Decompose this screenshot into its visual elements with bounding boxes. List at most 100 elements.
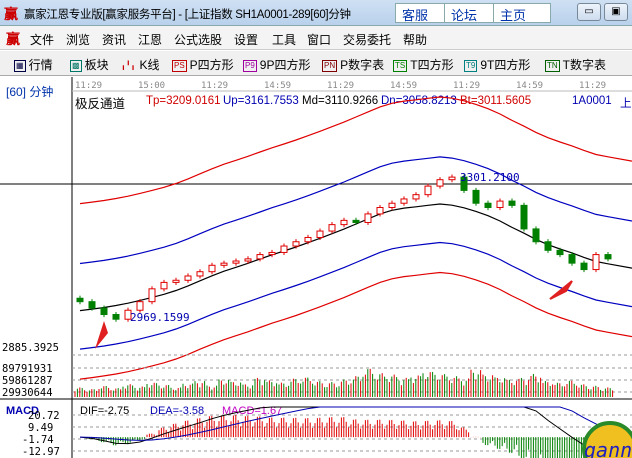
candle-body <box>148 288 156 303</box>
time-label: 14:59 <box>390 81 417 91</box>
candle-body <box>172 279 180 283</box>
candle-body <box>424 185 432 196</box>
t-number-table-label: T数字表 <box>562 58 607 72</box>
candle-body <box>268 251 276 256</box>
p-number-table-label: P数字表 <box>340 58 385 72</box>
candle-body <box>412 194 420 200</box>
candle-body <box>580 262 588 271</box>
t-square-button[interactable]: TS T四方形 <box>393 56 454 73</box>
candle-body <box>124 309 132 320</box>
time-label: 11:29 <box>579 81 606 91</box>
arrow-icon <box>549 280 573 300</box>
pn-icon: PN <box>322 60 338 72</box>
window-title: 赢家江恩专业版[赢家服务平台] - [上证指数 SH1A0001-289[60]… <box>24 9 351 21</box>
macd-tick: 20.72 <box>28 410 60 422</box>
title-bar: 赢 赢家江恩专业版[赢家服务平台] - [上证指数 SH1A0001-289[6… <box>0 0 632 26</box>
service-button[interactable]: 客服 <box>395 3 453 24</box>
9p-square-button[interactable]: P9 9P四方形 <box>243 56 310 73</box>
sectors-button[interactable]: ▩ 板块 <box>70 56 109 73</box>
app-logo-icon: 赢 <box>4 7 18 23</box>
up-band-line <box>79 156 632 265</box>
p9-icon: P9 <box>243 60 257 72</box>
ps-icon: PS <box>172 60 187 72</box>
p-square-button[interactable]: PS P四方形 <box>172 56 234 73</box>
p-square-label: P四方形 <box>189 58 234 72</box>
candle-body <box>196 271 204 277</box>
ts-icon: TS <box>393 60 408 72</box>
forum-button[interactable]: 论坛 <box>444 3 502 24</box>
menu-formula[interactable]: 公式选股 <box>174 33 223 47</box>
candle-body <box>220 262 228 266</box>
price-chart: 11:29 15:00 11:29 14:59 11:29 14:59 11:29 14:59… <box>0 77 632 458</box>
volume-tick: 29930644 <box>2 387 53 399</box>
9t-square-label: 9T四方形 <box>480 58 531 72</box>
candle-body <box>556 249 564 256</box>
candle-body <box>472 189 480 204</box>
menu-browse[interactable]: 浏览 <box>66 33 91 47</box>
candle-body <box>76 297 84 303</box>
candle-body <box>460 176 468 191</box>
chart-area[interactable]: [60] 分钟 极反通道 Tp=3209.0161 Up=3161.7553 M… <box>0 77 632 458</box>
up-value: Up=3161.7553 <box>223 95 299 107</box>
dn-value: Dn=3058.8213 <box>381 95 457 107</box>
blocks-icon: ▩ <box>70 60 82 72</box>
minimize-button[interactable]: ▭ <box>577 3 601 21</box>
candle-body <box>520 204 528 230</box>
md-value: Md=3110.9266 <box>302 95 379 107</box>
p-number-table-button[interactable]: PN P数字表 <box>322 56 384 73</box>
price-floor-label: 2885.3925 <box>2 342 59 354</box>
candle-body <box>304 236 312 243</box>
candle-body <box>160 281 168 290</box>
candle-body <box>328 224 336 232</box>
kline-button[interactable]: ╻╹╻ K线 <box>120 56 159 73</box>
candle-body <box>436 179 444 187</box>
dn-band-line <box>79 241 632 350</box>
candle-body <box>232 260 240 264</box>
macd-tick: 9.49 <box>28 422 53 434</box>
gann-logo-icon <box>582 421 632 458</box>
menu-trade[interactable]: 交易委托 <box>343 33 392 47</box>
menu-tools[interactable]: 工具 <box>272 33 297 47</box>
menu-settings[interactable]: 设置 <box>234 33 259 47</box>
candle-body <box>352 219 360 223</box>
restore-button[interactable]: ▣ <box>604 3 628 21</box>
candle-body <box>592 254 600 271</box>
macd-title: MACD <box>6 405 39 417</box>
period-label: [60] 分钟 <box>6 85 54 99</box>
menu-bar: 赢 文件 浏览 资讯 江恩 公式选股 设置 工具 窗口 交易委托 帮助 <box>0 26 632 50</box>
kline-label: K线 <box>139 58 160 72</box>
candle-body <box>604 254 612 260</box>
dea-line <box>79 406 609 441</box>
candle-body <box>496 200 504 209</box>
menu-file[interactable]: 文件 <box>30 33 55 47</box>
tn-icon: TN <box>545 60 560 72</box>
candle-body <box>112 314 120 320</box>
stock-code-suffix: 上 <box>620 98 632 110</box>
high-price-label: 3301.2100 <box>460 171 520 184</box>
tp-band-line <box>79 96 632 205</box>
toolbar: ▦ 行情 ▩ 板块 ╻╹╻ K线 PS P四方形 P9 9P四方形 PN P数字表 TS T四… <box>0 51 632 76</box>
menu-window[interactable]: 窗口 <box>307 33 332 47</box>
candle-body <box>244 258 252 262</box>
candle-body <box>316 230 324 238</box>
time-label: 11:29 <box>327 81 354 91</box>
homepage-button[interactable]: 主页 <box>493 3 551 24</box>
candle-body <box>100 307 108 316</box>
menu-gann[interactable]: 江恩 <box>138 33 163 47</box>
menu-info[interactable]: 资讯 <box>102 33 127 47</box>
menu-help[interactable]: 帮助 <box>403 33 428 47</box>
quotes-button[interactable]: ▦ 行情 <box>14 56 53 73</box>
t-number-table-button[interactable]: TN T数字表 <box>545 56 606 73</box>
sectors-label: 板块 <box>84 58 109 72</box>
t9-icon: T9 <box>464 60 478 72</box>
low-price-label: 2969.1599 <box>130 311 190 324</box>
menu-logo-icon: 赢 <box>6 32 20 48</box>
9t-square-button[interactable]: T9 9T四方形 <box>464 56 530 73</box>
candle-body <box>448 176 456 181</box>
macd-dea: DEA=-3.58 <box>150 405 205 417</box>
quotes-label: 行情 <box>28 58 53 72</box>
time-label: 11:29 <box>75 81 102 91</box>
time-label: 11:29 <box>201 81 228 91</box>
candle-body <box>568 254 576 264</box>
volume-tick: 59861287 <box>2 375 53 387</box>
